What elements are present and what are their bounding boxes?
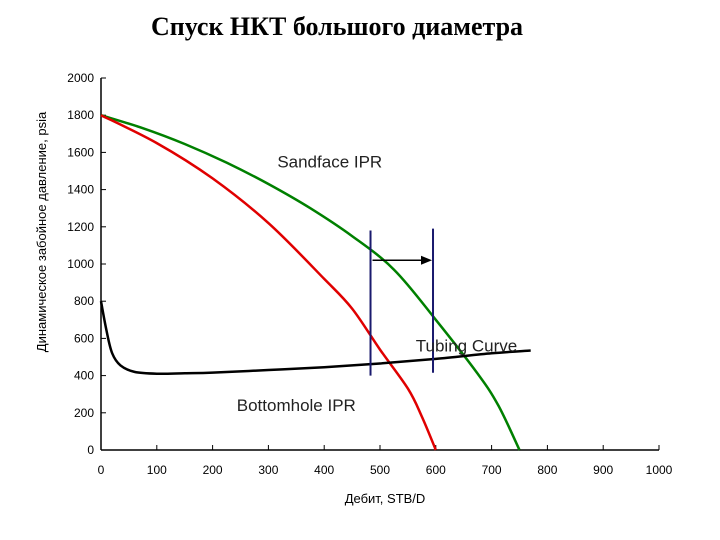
y-tick-label: 0 xyxy=(87,443,94,457)
y-tick-label: 1400 xyxy=(67,183,94,197)
y-tick-label: 200 xyxy=(74,406,94,420)
x-tick-label: 900 xyxy=(593,463,613,477)
tubing-curve-line xyxy=(99,300,531,376)
sandface-ipr-annotation: Sandface IPR xyxy=(277,152,382,171)
x-tick-label: 500 xyxy=(370,463,390,477)
y-tick-label: 1600 xyxy=(67,145,94,159)
x-tick-label: 1000 xyxy=(646,463,673,477)
y-axis-label: Динамическое забойное давление, psia xyxy=(34,111,49,352)
x-tick-label: 600 xyxy=(426,463,446,477)
x-tick-label: 100 xyxy=(147,463,167,477)
annotations: Sandface IPR Tubing Curve Bottomhole IPR xyxy=(237,152,517,415)
x-tick-label: 800 xyxy=(537,463,557,477)
y-tick-label: 400 xyxy=(74,369,94,383)
bottomhole-ipr-annotation: Bottomhole IPR xyxy=(237,396,356,415)
x-tick-label: 200 xyxy=(203,463,223,477)
tubing-curve-annotation: Tubing Curve xyxy=(416,336,517,355)
y-tick-label: 2000 xyxy=(67,71,94,85)
y-tick-label: 1800 xyxy=(67,108,94,122)
x-tick-label: 0 xyxy=(98,463,105,477)
x-axis-label: Дебит, STB/D xyxy=(345,491,426,506)
x-tick-label: 300 xyxy=(258,463,278,477)
y-tick-label: 800 xyxy=(74,294,94,308)
y-tick-label: 1200 xyxy=(67,220,94,234)
sandface-ipr-line xyxy=(100,114,521,451)
axes: 0 200 400 600 800 1000 1200 1400 1600 1800 2000 0 10… xyxy=(67,71,672,477)
x-tick-label: 400 xyxy=(314,463,334,477)
y-tick-label: 1000 xyxy=(67,257,94,271)
chart-marks xyxy=(99,114,531,451)
difference-arrow-head xyxy=(421,255,433,265)
x-tick-label: 700 xyxy=(482,463,502,477)
y-tick-label: 600 xyxy=(74,331,94,345)
chart-title: Спуск НКТ большого диаметра xyxy=(151,12,523,41)
bottomhole-ipr-line xyxy=(100,114,437,451)
